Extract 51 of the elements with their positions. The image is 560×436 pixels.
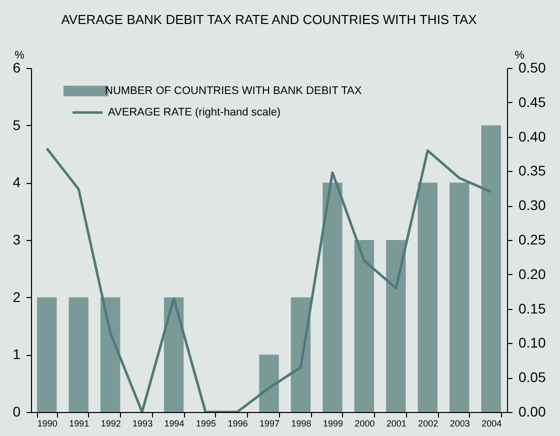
y2-tick-label: 0.00 <box>518 404 546 420</box>
y2-tick-label: 0.30 <box>518 197 546 214</box>
y2-tick-label: 0.05 <box>518 369 546 386</box>
bar <box>259 354 279 412</box>
x-tick-label: 1994 <box>164 418 184 428</box>
x-tick-label: 2002 <box>418 418 438 428</box>
y2-tick-label: 0.50 <box>518 60 546 76</box>
y-tick-label: 2 <box>12 288 21 305</box>
y-axis-title: % <box>14 50 25 62</box>
y-tick-label: 3 <box>12 232 21 248</box>
x-tick-label: 1990 <box>37 418 58 428</box>
bar <box>290 297 311 412</box>
bar <box>68 297 88 412</box>
x-tick-label: 1997 <box>259 418 280 428</box>
legend-label: AVERAGE RATE (right-hand scale) <box>108 106 281 118</box>
x-tick-label: 1995 <box>196 418 216 428</box>
y2-tick-label: 0.15 <box>518 300 546 316</box>
legend-label: NUMBER OF COUNTRIES WITH BANK DEBIT TAX <box>105 85 362 97</box>
y2-tick-label: 0.35 <box>518 162 546 179</box>
y-tick-label: 0 <box>12 404 21 420</box>
x-tick-label: 2003 <box>450 418 470 428</box>
x-tick-label: 1999 <box>322 418 343 428</box>
bar <box>322 182 342 412</box>
x-tick-label: 2001 <box>386 418 406 428</box>
x-tick-label: 1996 <box>228 418 248 428</box>
x-tick-label: 1998 <box>291 418 312 428</box>
bar <box>481 125 501 412</box>
y2-tick-label: 0.25 <box>518 232 546 248</box>
bar <box>37 297 57 412</box>
y-tick-label: 6 <box>12 60 21 76</box>
bar <box>354 240 374 412</box>
bar <box>386 240 406 412</box>
y-tick-label: 5 <box>12 116 21 133</box>
y2-axis-title: % <box>514 50 525 62</box>
y2-tick-label: 0.45 <box>518 94 546 110</box>
bar <box>164 297 184 412</box>
y2-tick-label: 0.20 <box>518 266 546 282</box>
chart-title: AVERAGE BANK DEBIT TAX RATE AND COUNTRIES WITH THIS TAX <box>61 12 478 27</box>
y-tick-label: 4 <box>12 174 21 190</box>
y-tick-label: 1 <box>12 346 21 362</box>
x-tick-label: 2000 <box>354 418 375 428</box>
y2-tick-label: 0.40 <box>518 128 546 144</box>
x-tick-label: 1992 <box>100 418 121 428</box>
x-tick-label: 1991 <box>69 418 90 428</box>
line-series <box>46 147 492 412</box>
bar <box>450 182 470 412</box>
y2-tick-label: 0.10 <box>518 334 546 351</box>
x-tick-label: 1993 <box>132 418 153 428</box>
bar <box>418 182 438 412</box>
bar <box>100 297 120 412</box>
x-tick-label: 2004 <box>482 418 502 428</box>
